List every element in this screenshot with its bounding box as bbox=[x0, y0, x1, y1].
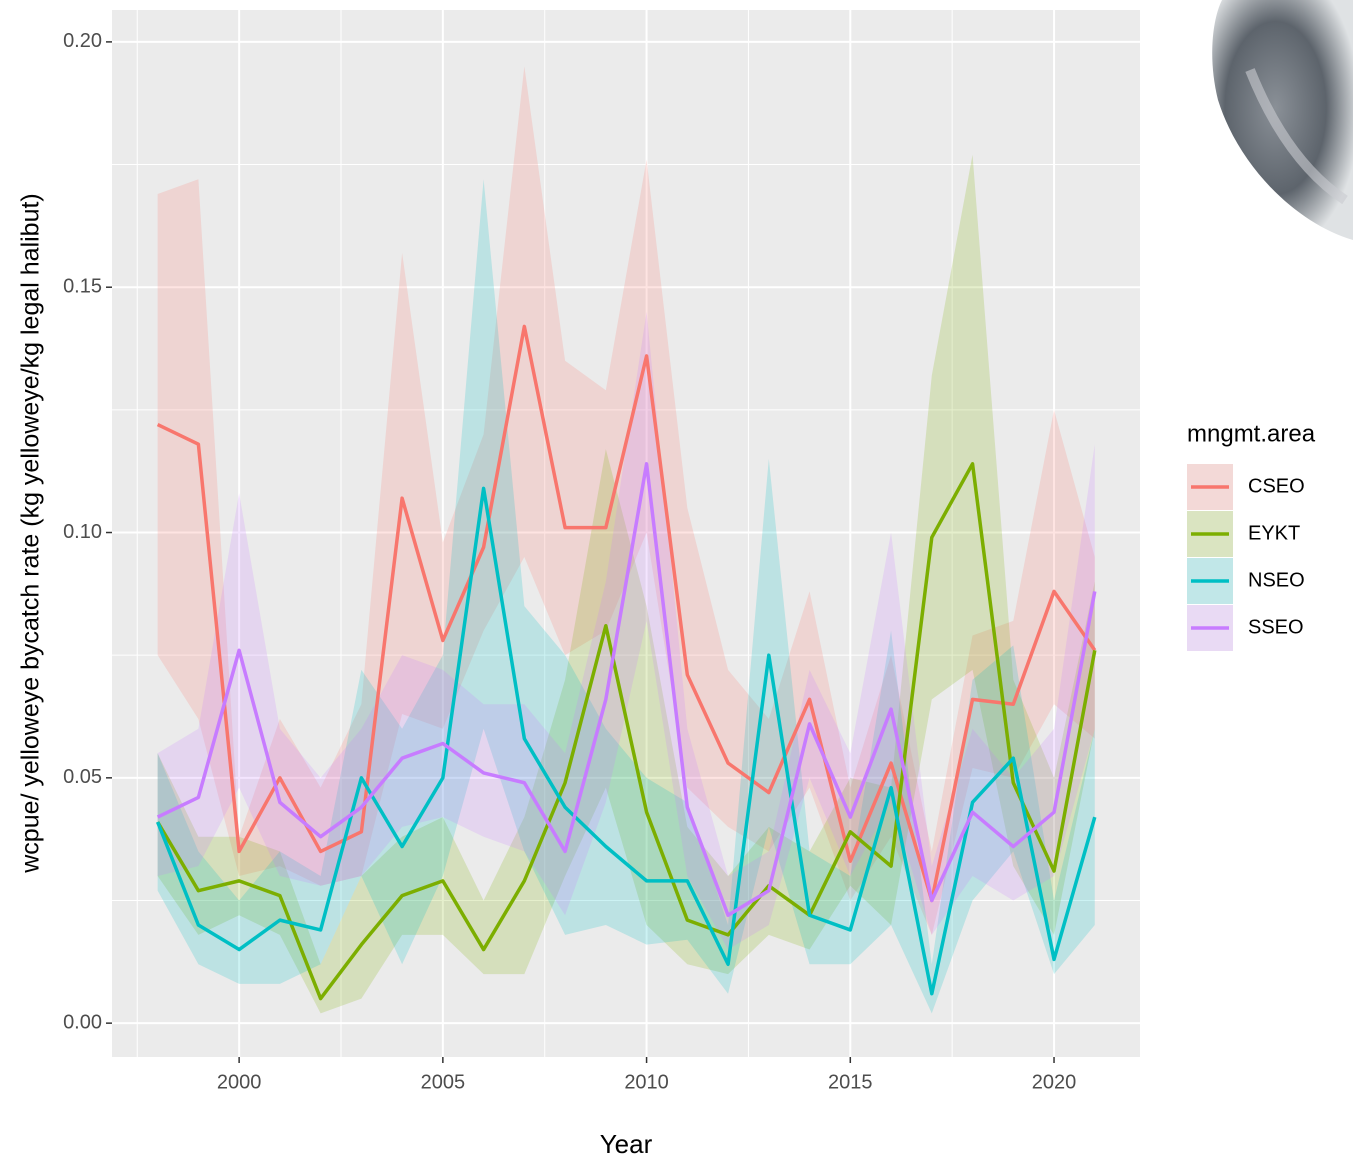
legend-label: CSEO bbox=[1248, 475, 1305, 497]
chart: 0.00 0.05 0.10 0.15 0.20 2000 2005 2010 2015 2020… bbox=[0, 0, 1353, 1162]
photo-inset bbox=[1212, 0, 1353, 240]
x-tick-label: 2005 bbox=[421, 1071, 466, 1093]
x-tick-label: 2010 bbox=[624, 1071, 669, 1093]
legend-label: EYKT bbox=[1248, 522, 1300, 544]
legend: mngmt.area CSEO EYKT NSEO SSEO bbox=[1187, 420, 1316, 651]
x-tick-label: 2000 bbox=[217, 1071, 262, 1093]
x-tick-label: 2015 bbox=[828, 1071, 873, 1093]
y-tick-label: 0.15 bbox=[63, 275, 102, 297]
legend-label: SSEO bbox=[1248, 616, 1304, 638]
y-tick-label: 0.20 bbox=[63, 30, 102, 52]
legend-label: NSEO bbox=[1248, 569, 1305, 591]
x-tick-label: 2020 bbox=[1032, 1071, 1077, 1093]
x-axis-title: Year bbox=[600, 1129, 653, 1159]
y-tick-label: 0.10 bbox=[63, 521, 102, 543]
y-tick-label: 0.05 bbox=[63, 766, 102, 788]
y-tick-label: 0.00 bbox=[63, 1011, 102, 1033]
page: 0.00 0.05 0.10 0.15 0.20 2000 2005 2010 2015 2020… bbox=[0, 0, 1353, 1162]
legend-title: mngmt.area bbox=[1187, 420, 1316, 447]
y-axis-title: wcpue/ yelloweye bycatch rate (kg yellow… bbox=[17, 193, 45, 874]
